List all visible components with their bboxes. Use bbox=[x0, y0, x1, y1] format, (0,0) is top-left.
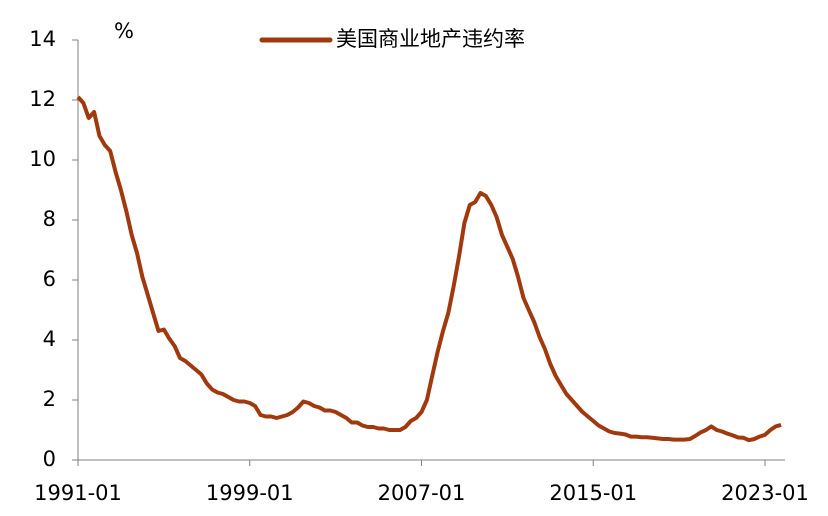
y-tick-label: 10 bbox=[29, 147, 56, 171]
x-tick-label: 1991-01 bbox=[34, 481, 122, 505]
x-tick-label: 2015-01 bbox=[549, 481, 637, 505]
y-tick-label: 8 bbox=[43, 207, 56, 231]
y-tick-label: 14 bbox=[29, 27, 56, 51]
legend-label: 美国商业地产违约率 bbox=[336, 27, 525, 51]
y-tick-label: 4 bbox=[43, 327, 56, 351]
series-line bbox=[76, 95, 782, 443]
y-tick-label: 0 bbox=[43, 447, 56, 471]
unit-label: % bbox=[114, 19, 134, 43]
x-tick-label: 2007-01 bbox=[378, 481, 466, 505]
x-tick-label: 2023-01 bbox=[721, 481, 809, 505]
y-tick-label: 2 bbox=[43, 387, 56, 411]
x-tick-label: 1999-01 bbox=[206, 481, 294, 505]
y-tick-label: 6 bbox=[43, 267, 56, 291]
y-tick-label: 12 bbox=[29, 87, 56, 111]
